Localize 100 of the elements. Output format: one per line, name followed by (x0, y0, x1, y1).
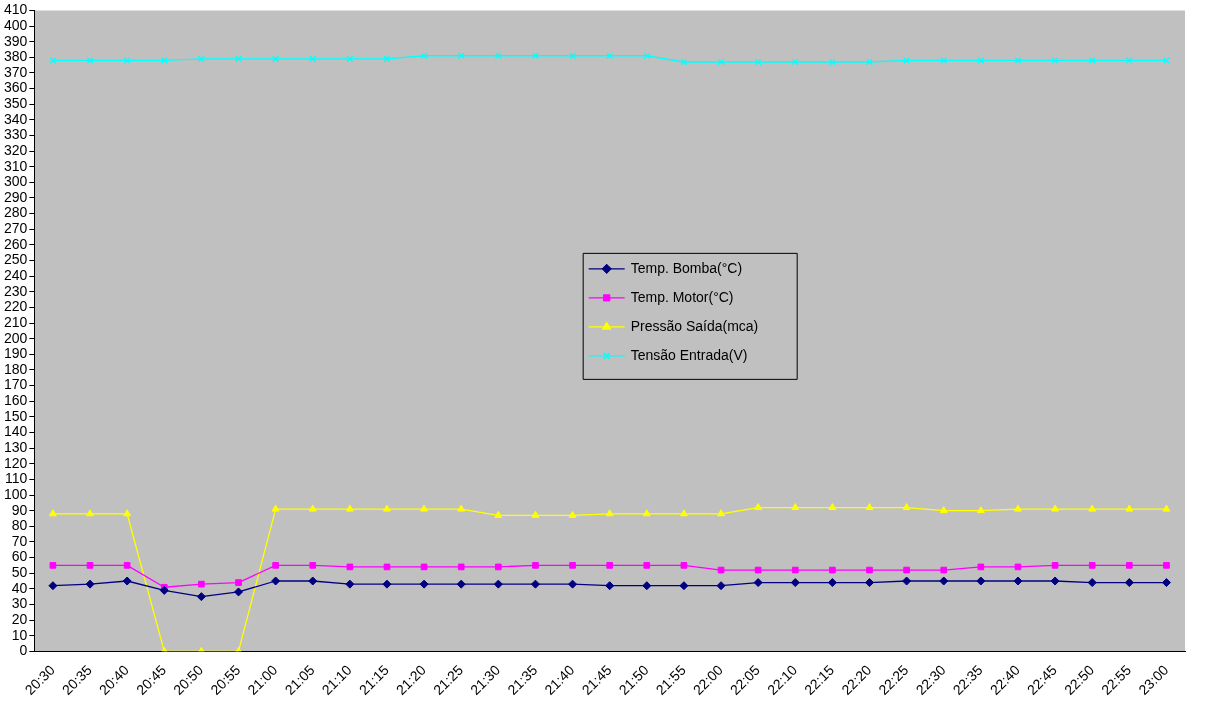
y-tick-label: 110 (5, 470, 28, 487)
point (382, 579, 392, 589)
point (383, 55, 391, 63)
point (827, 578, 837, 588)
point (1050, 576, 1060, 586)
y-tick-label: 70 (11, 532, 28, 549)
y-tick-label: 180 (4, 360, 28, 377)
y-tick-label: 390 (4, 32, 28, 49)
point (1014, 504, 1022, 512)
y-tick-label: 230 (4, 282, 28, 299)
point (679, 581, 689, 591)
point (1087, 578, 1097, 588)
y-tick-label: 290 (4, 188, 28, 205)
point (1051, 562, 1059, 569)
point (160, 56, 168, 64)
point (530, 579, 540, 589)
y-tick-label: 280 (4, 204, 28, 221)
y-tick-label: 140 (4, 423, 28, 440)
legend-label: Tensão Entrada(V) (630, 346, 748, 363)
point (754, 503, 763, 511)
point (493, 579, 503, 589)
point (308, 504, 317, 512)
y-tick-label: 370 (4, 63, 28, 80)
point (642, 509, 651, 517)
point (457, 52, 465, 60)
y-tick-label: 250 (4, 251, 28, 268)
y-tick-label: 100 (4, 485, 28, 502)
y-tick-label: 40 (11, 579, 28, 596)
y-tick-label: 30 (11, 595, 28, 612)
point (791, 566, 799, 574)
point (271, 576, 281, 586)
point (1088, 504, 1097, 512)
point (1014, 563, 1022, 571)
point (309, 55, 317, 63)
point (790, 578, 800, 588)
point (1124, 578, 1134, 588)
y-tick-label: 360 (4, 79, 28, 96)
y-tick-label: 60 (11, 548, 28, 565)
point (159, 585, 169, 595)
y-tick-label: 130 (4, 438, 28, 455)
point (345, 579, 355, 589)
y-tick-label: 150 (4, 407, 28, 424)
legend-label: Temp. Motor(°C) (630, 288, 734, 305)
y-tick-label: 410 (4, 1, 28, 18)
point (85, 579, 95, 589)
point (48, 509, 57, 517)
point (494, 510, 503, 518)
point (791, 58, 799, 66)
point (345, 504, 354, 512)
point (939, 576, 949, 586)
point (49, 562, 57, 569)
y-tick-label: 240 (4, 267, 28, 284)
point (717, 509, 725, 517)
point (976, 576, 986, 586)
point (532, 562, 539, 569)
point (457, 504, 466, 512)
point (1088, 56, 1096, 64)
point (754, 58, 762, 66)
point (828, 58, 836, 66)
point (643, 562, 651, 569)
point (791, 503, 800, 511)
point (1125, 504, 1134, 512)
point (49, 56, 57, 64)
y-tick-label: 190 (4, 345, 28, 362)
legend-label: Temp. Bomba(°C) (630, 259, 743, 276)
point (420, 504, 429, 512)
point (1014, 56, 1022, 64)
point (457, 563, 465, 571)
point (123, 509, 132, 517)
point (531, 52, 539, 60)
point (754, 566, 762, 574)
point (1013, 576, 1023, 586)
point (605, 509, 614, 517)
point (865, 503, 874, 511)
point (642, 581, 652, 591)
point (383, 563, 391, 571)
point (122, 576, 132, 586)
point (940, 56, 948, 64)
y-tick-label: 400 (4, 16, 28, 33)
point (1125, 562, 1133, 569)
point (753, 578, 763, 588)
y-tick-label: 260 (4, 235, 28, 252)
point (1161, 578, 1171, 588)
point (569, 562, 576, 569)
point (606, 562, 614, 569)
point (272, 55, 280, 63)
point (86, 562, 94, 569)
y-tick-label: 220 (4, 298, 28, 315)
legend-label: Pressão Saída(mca) (630, 317, 759, 334)
point (829, 566, 836, 574)
point (866, 566, 873, 574)
point (235, 55, 242, 63)
y-tick-label: 120 (4, 454, 28, 471)
point (1162, 504, 1171, 512)
y-tick-label: 350 (4, 95, 28, 112)
y-tick-label: 210 (4, 313, 28, 330)
y-tick-label: 20 (11, 610, 28, 627)
y-tick-label: 300 (4, 173, 28, 190)
point (568, 579, 578, 589)
y-tick-label: 0 (19, 642, 28, 659)
